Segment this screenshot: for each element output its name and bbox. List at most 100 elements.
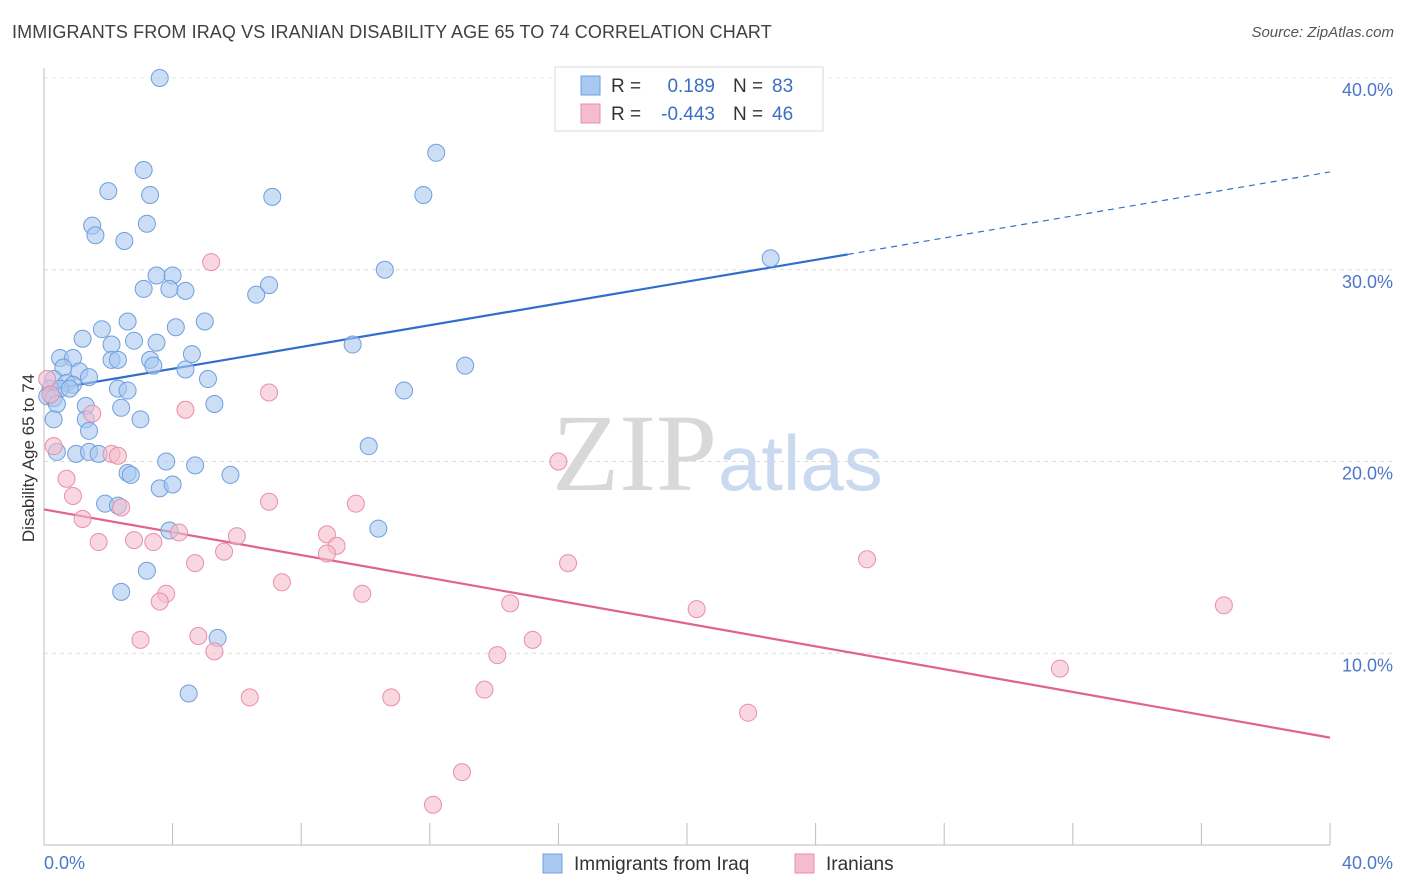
point-iranians bbox=[346, 494, 365, 513]
point-iranians bbox=[317, 544, 336, 563]
point-iranians bbox=[272, 573, 291, 592]
y-tick-label: 30.0% bbox=[1342, 272, 1393, 292]
point-iranians bbox=[858, 550, 877, 569]
legend-n-value-iraq: 83 bbox=[772, 76, 793, 97]
point-iranians bbox=[73, 510, 92, 529]
point-iraq bbox=[137, 214, 156, 233]
point-iraq bbox=[163, 475, 182, 494]
point-iranians bbox=[125, 531, 144, 550]
point-iraq bbox=[73, 329, 92, 348]
source-label: Source: ZipAtlas.com bbox=[1251, 24, 1394, 41]
point-iraq bbox=[131, 410, 150, 429]
point-iranians bbox=[38, 370, 57, 389]
legend-n-label-iranians: N = bbox=[733, 104, 763, 125]
point-iraq bbox=[147, 333, 166, 352]
point-iraq bbox=[80, 421, 99, 440]
legend-n-label-iraq: N = bbox=[733, 76, 763, 97]
point-iranians bbox=[202, 253, 221, 272]
point-iraq bbox=[182, 345, 201, 364]
point-iranians bbox=[559, 554, 578, 573]
point-iranians bbox=[1050, 659, 1069, 678]
point-iraq bbox=[247, 285, 266, 304]
point-iranians bbox=[353, 584, 372, 603]
point-iranians bbox=[475, 680, 494, 699]
point-iraq bbox=[176, 281, 195, 300]
data-points bbox=[38, 69, 1233, 814]
series-legend: Immigrants from Iraq Iranians bbox=[542, 853, 894, 875]
point-iraq bbox=[141, 185, 160, 204]
point-iraq bbox=[157, 452, 176, 471]
point-iraq bbox=[86, 226, 105, 245]
x-tick-label: 0.0% bbox=[44, 853, 85, 873]
point-iranians bbox=[549, 452, 568, 471]
point-iraq bbox=[102, 335, 121, 354]
point-iraq bbox=[395, 381, 414, 400]
point-iraq bbox=[92, 320, 111, 339]
point-iranians bbox=[260, 383, 279, 402]
point-iranians bbox=[189, 626, 208, 645]
point-iraq bbox=[166, 318, 185, 337]
point-iraq bbox=[176, 360, 195, 379]
point-iraq bbox=[195, 312, 214, 331]
point-iranians bbox=[240, 688, 259, 707]
point-iraq bbox=[160, 279, 179, 298]
point-iraq bbox=[427, 143, 446, 162]
point-iranians bbox=[176, 400, 195, 419]
point-iraq bbox=[115, 231, 134, 250]
point-iranians bbox=[44, 437, 63, 456]
point-iraq bbox=[144, 356, 163, 375]
point-iraq bbox=[44, 410, 63, 429]
point-iraq bbox=[179, 684, 198, 703]
point-iranians bbox=[170, 523, 189, 542]
point-iranians bbox=[501, 594, 520, 613]
point-iranians bbox=[260, 492, 279, 511]
point-iranians bbox=[144, 533, 163, 552]
point-iraq bbox=[137, 561, 156, 580]
point-iraq bbox=[260, 276, 279, 295]
point-iraq bbox=[125, 331, 144, 350]
y-tick-label: 20.0% bbox=[1342, 464, 1393, 484]
point-iraq bbox=[112, 398, 131, 417]
point-iranians bbox=[1214, 596, 1233, 615]
point-iraq bbox=[121, 465, 140, 484]
point-iranians bbox=[523, 630, 542, 649]
point-iraq bbox=[186, 456, 205, 475]
point-iranians bbox=[186, 554, 205, 573]
point-iranians bbox=[41, 385, 60, 404]
point-iranians bbox=[424, 795, 443, 814]
point-iranians bbox=[687, 600, 706, 619]
point-iraq bbox=[198, 370, 217, 389]
series-legend-swatch-iraq bbox=[542, 853, 563, 874]
y-tick-label: 10.0% bbox=[1342, 655, 1393, 675]
axes bbox=[43, 68, 1331, 846]
point-iraq bbox=[369, 519, 388, 538]
point-iranians bbox=[63, 487, 82, 506]
point-iranians bbox=[215, 542, 234, 561]
point-iranians bbox=[227, 527, 246, 546]
watermark-atlas: atlas bbox=[718, 419, 883, 507]
grid bbox=[44, 77, 1392, 654]
point-iraq bbox=[375, 260, 394, 279]
point-iraq bbox=[118, 381, 137, 400]
point-iranians bbox=[108, 446, 127, 465]
point-iraq bbox=[414, 185, 433, 204]
point-iraq bbox=[150, 69, 169, 87]
watermark-zip: ZIP bbox=[552, 392, 717, 514]
series-legend-label-iranians: Iranians bbox=[826, 854, 894, 875]
point-iraq bbox=[118, 312, 137, 331]
point-iraq bbox=[343, 335, 362, 354]
stats-legend: R = 0.189 N = 83 R = -0.443 N = 46 bbox=[554, 66, 824, 132]
point-iraq bbox=[147, 266, 166, 285]
point-iraq bbox=[456, 356, 475, 375]
trend-line-iranians bbox=[43, 508, 1331, 739]
point-iranians bbox=[89, 533, 108, 552]
point-iranians bbox=[317, 525, 336, 544]
point-iraq bbox=[112, 582, 131, 601]
legend-r-value-iraq: 0.189 bbox=[667, 76, 715, 97]
trend-line-iraq-extension bbox=[847, 171, 1331, 256]
point-iraq bbox=[134, 161, 153, 180]
series-legend-swatch-iranians bbox=[794, 853, 815, 874]
legend-swatch-iranians bbox=[580, 103, 601, 124]
point-iraq bbox=[263, 187, 282, 206]
